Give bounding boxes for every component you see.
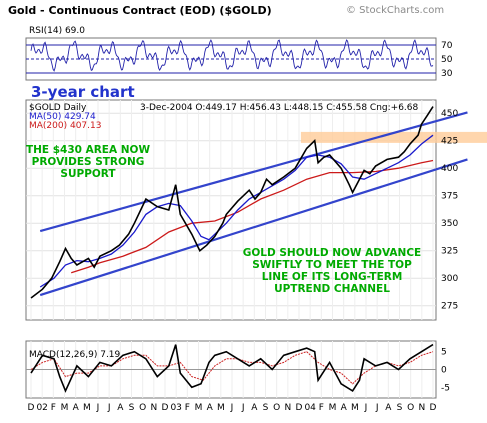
x-tick-label: M [195,403,203,413]
x-tick-label: A [251,403,258,413]
x-tick-label: J [96,403,100,413]
x-tick-label: O [139,403,146,413]
x-tick-label: N [150,403,157,413]
rsi-y-tick: 30 [441,69,453,79]
macd-y-tick: 5 [441,348,447,358]
x-tick-label: M [329,403,337,413]
x-tick-label: O [407,403,414,413]
price-y-tick: 450 [441,109,458,119]
x-tick-label: S [397,403,403,413]
macd-line [30,343,434,393]
x-tick-label: J [230,403,234,413]
x-tick-label: O [273,403,280,413]
x-tick-label: M [61,403,69,413]
x-tick-label: F [319,403,324,413]
x-tick-label: N [284,403,291,413]
x-tick-label: N [418,403,425,413]
price-y-tick: 425 [441,137,458,147]
macd-layer [26,343,436,393]
price-y-tick: 350 [441,219,458,229]
ma200-label: MA(200) 407.13 [29,121,101,131]
x-tick-label: A [385,403,392,413]
annotation-advance-4: UPTREND CHANNEL [274,283,390,295]
macd-label: MACD(12,26,9) 7.19 [29,350,121,360]
macd-y-tick: 0 [441,366,447,376]
price-line [30,106,434,299]
x-tick-label: J [364,403,368,413]
price-y-tick: 375 [441,192,458,202]
x-tick-label: A [207,403,214,413]
rsi-layer [26,39,436,74]
x-tick-label: 03 [170,403,181,413]
annotation-advance-2: SWIFTLY TO MEET THE TOP [252,259,412,271]
annotation-support-2: PROVIDES STRONG [32,156,145,168]
rsi-label: RSI(14) 69.0 [29,26,85,36]
brand-watermark: © StockCharts.com [346,5,445,16]
x-tick-label: J [241,403,245,413]
x-tick-label: 02 [36,403,47,413]
x-tick-label: M [217,403,225,413]
rsi-y-tick: 70 [441,41,453,51]
x-tick-label: D [162,403,169,413]
rsi-y-tick: 50 [441,55,453,65]
ma50-label: MA(50) 429.74 [29,112,96,122]
x-tick-label: F [185,403,190,413]
x-tick-label: S [263,403,269,413]
quote-label: 3-Dec-2004 O:449.17 H:456.43 L:448.15 C:… [140,103,419,113]
symbol-label: $GOLD Daily [29,103,87,113]
price-y-tick: 400 [441,164,458,174]
macd-signal-line [30,351,434,385]
price-y-tick: 325 [441,247,458,257]
ma200-line [71,159,434,274]
price-y-tick: 300 [441,274,458,284]
x-tick-label: F [51,403,56,413]
x-tick-label: M [351,403,359,413]
price-layer [30,106,468,299]
channel-lower-line [39,158,468,297]
x-tick-label: A [73,403,80,413]
macd-y-tick: -5 [441,383,450,393]
timeframe-badge: 3-year chart [31,83,135,101]
x-tick-label: A [341,403,348,413]
annotation-support-1: THE $430 AREA NOW [26,144,151,156]
x-tick-label: D [28,403,35,413]
annotation-support-3: SUPPORT [60,168,116,180]
chart-title: Gold - Continuous Contract (EOD) ($GOLD) [8,4,272,17]
rsi-line [30,39,434,72]
support-zone [300,131,487,143]
x-tick-label: 04 [304,403,316,413]
annotation-advance-3: LINE OF ITS LONG-TERM [262,271,403,283]
ma50-line [39,134,434,288]
channel-upper-line [39,111,468,233]
x-tick-label: S [129,403,135,413]
x-tick-label: D [430,403,437,413]
annotation-advance-1: GOLD SHOULD NOW ADVANCE [243,247,421,259]
x-tick-label: A [117,403,124,413]
x-axis-labels: D 02 F M A M J J A S O N D 03 F M A M J J A S O N D 04 F M A M J J A S O N D [28,403,437,413]
x-tick-label: J [375,403,379,413]
x-tick-label: M [83,403,91,413]
x-tick-label: J [107,403,111,413]
price-y-tick: 275 [441,302,458,312]
x-tick-label: D [296,403,303,413]
